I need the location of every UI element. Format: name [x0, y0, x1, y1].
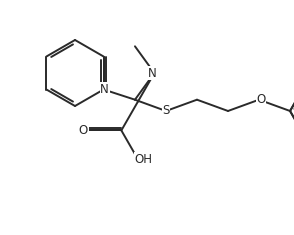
Text: O: O [256, 93, 265, 106]
Text: N: N [148, 67, 157, 79]
Text: OH: OH [135, 153, 153, 166]
Text: O: O [79, 124, 88, 137]
Text: N: N [100, 83, 109, 96]
Text: S: S [162, 105, 170, 118]
